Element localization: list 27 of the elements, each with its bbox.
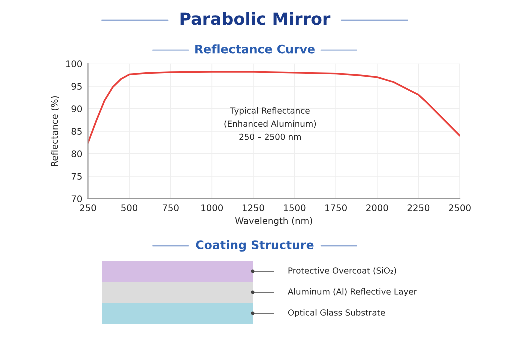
x-tick-label: 250 [80, 204, 96, 212]
x-tick-label: 2500 [449, 204, 471, 212]
text: Optical Glass Substrate [288, 309, 386, 318]
x-tick-label: 2250 [408, 204, 430, 212]
y-tick-label: 95 [72, 83, 82, 90]
y-tick-label: 90 [72, 106, 82, 112]
x-tick-label: 750 [162, 204, 179, 212]
y-tick-label: 80 [72, 150, 82, 158]
line-series [88, 71, 460, 144]
text: Protective Overcoat (SiO₂) [288, 267, 396, 275]
y-tick-label: 85 [72, 128, 82, 135]
annotation: Typical Reflectance (Enhanced Aluminum) 250 – 2500 nm [224, 108, 316, 140]
x-tick-label: 1000 [202, 204, 224, 212]
x-tick-label: 1250 [242, 204, 264, 212]
x-axis-title: Wavelength (nm) [235, 217, 312, 226]
y-axis-title: Reflectance (%) [51, 96, 60, 166]
chart-title: Parabolic Mirror [180, 12, 331, 26]
x-tick-label: 2000 [366, 204, 388, 212]
y-tick-label: 100 [66, 60, 82, 68]
x-tick-label: 500 [122, 204, 138, 212]
x-tick-label: 1750 [326, 204, 347, 212]
chart-subtitle: Reflectance Curve [196, 44, 315, 54]
y-tick-label: 75 [72, 173, 82, 180]
text: Aluminum (Al) Reflective Layer [288, 288, 418, 297]
x-tick-label: 1500 [284, 204, 306, 212]
y-tick-label: 70 [72, 196, 82, 202]
text: Coating Structure [196, 240, 314, 252]
